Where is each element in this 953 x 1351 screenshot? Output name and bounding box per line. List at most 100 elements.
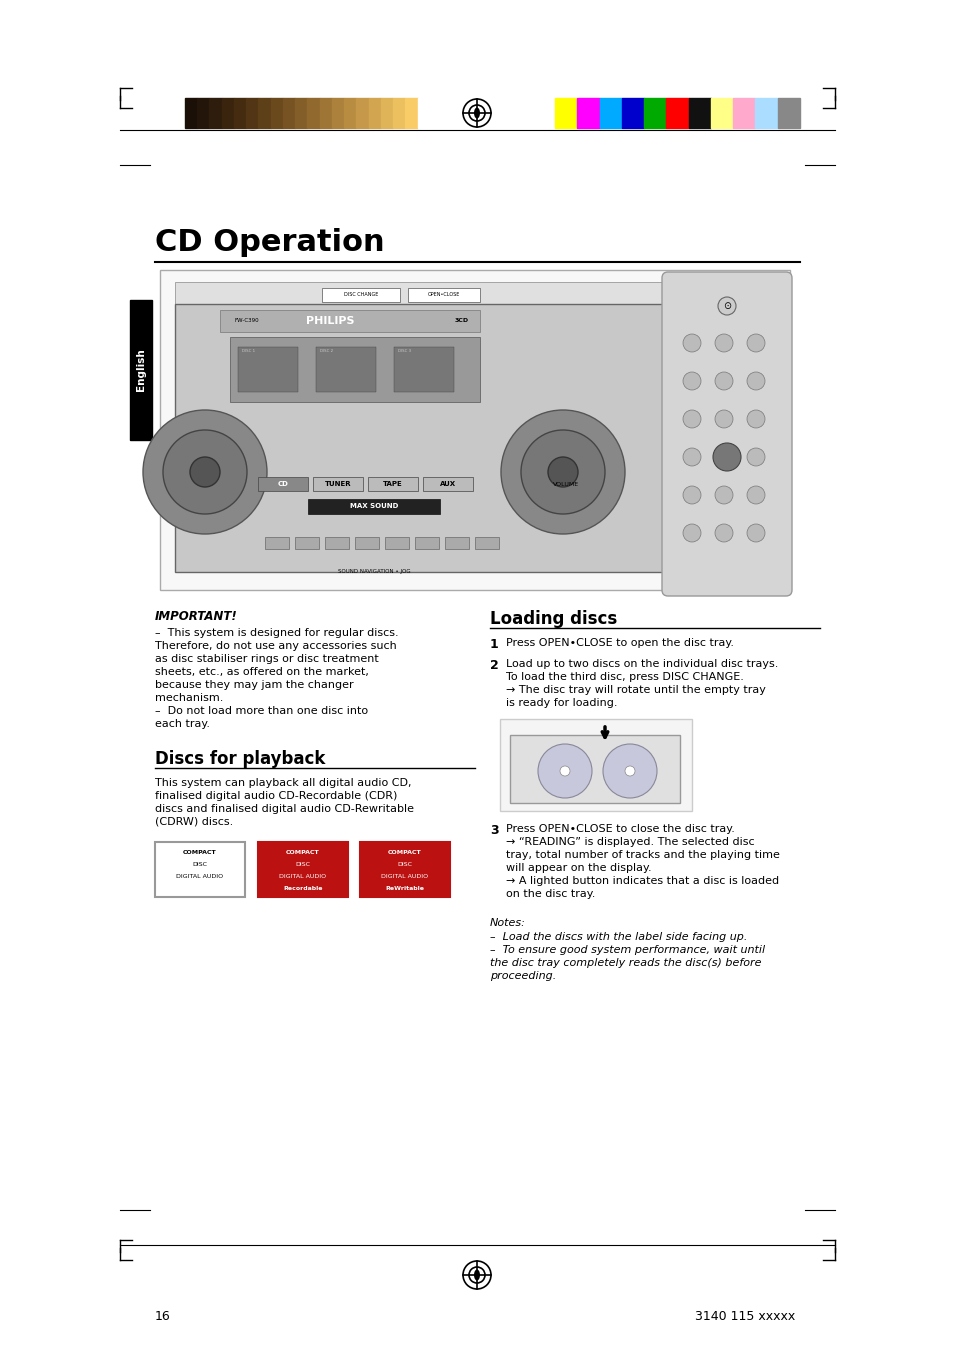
Text: MAX SOUND: MAX SOUND <box>350 503 397 509</box>
Bar <box>355 536 378 549</box>
Text: PHILIPS: PHILIPS <box>305 316 354 326</box>
Text: because they may jam the changer: because they may jam the changer <box>154 680 354 690</box>
Text: Load up to two discs on the individual disc trays.: Load up to two discs on the individual d… <box>505 659 778 669</box>
Text: the disc tray completely reads the disc(s) before: the disc tray completely reads the disc(… <box>490 958 760 969</box>
Circle shape <box>714 334 732 353</box>
Bar <box>322 288 399 303</box>
Circle shape <box>682 372 700 390</box>
Text: English: English <box>136 349 146 392</box>
Circle shape <box>746 486 764 504</box>
Bar <box>185 99 197 128</box>
Circle shape <box>163 430 247 513</box>
Bar <box>308 499 439 513</box>
Text: AUX: AUX <box>439 481 456 486</box>
Text: CD: CD <box>277 481 288 486</box>
Text: sheets, etc., as offered on the market,: sheets, etc., as offered on the market, <box>154 667 369 677</box>
Bar <box>313 477 363 490</box>
Text: → The disc tray will rotate until the empty tray: → The disc tray will rotate until the em… <box>505 685 765 694</box>
Text: 3140 115 xxxxx: 3140 115 xxxxx <box>694 1310 794 1323</box>
Text: ⊙: ⊙ <box>722 301 730 311</box>
Circle shape <box>746 409 764 428</box>
Bar <box>405 99 417 128</box>
Bar <box>257 842 348 897</box>
Text: as disc stabiliser rings or disc treatment: as disc stabiliser rings or disc treatme… <box>154 654 378 663</box>
Circle shape <box>714 524 732 542</box>
Text: Press OPEN•CLOSE to open the disc tray.: Press OPEN•CLOSE to open the disc tray. <box>505 638 733 648</box>
Bar <box>154 842 245 897</box>
Bar <box>422 477 473 490</box>
Bar <box>394 347 454 392</box>
Bar <box>130 300 152 440</box>
Circle shape <box>682 486 700 504</box>
Text: TUNER: TUNER <box>324 481 351 486</box>
Bar <box>271 99 283 128</box>
Text: –  Load the discs with the label side facing up.: – Load the discs with the label side fac… <box>490 932 746 942</box>
Text: Notes:: Notes: <box>490 917 525 928</box>
Bar <box>283 99 294 128</box>
Circle shape <box>714 372 732 390</box>
Text: VOLUME: VOLUME <box>553 481 578 486</box>
Circle shape <box>682 524 700 542</box>
FancyBboxPatch shape <box>661 272 791 596</box>
Text: DIGITAL AUDIO: DIGITAL AUDIO <box>381 874 428 880</box>
Bar <box>315 347 375 392</box>
Bar <box>415 536 438 549</box>
Bar <box>221 99 233 128</box>
Bar <box>246 99 258 128</box>
Circle shape <box>746 334 764 353</box>
Bar <box>174 282 675 304</box>
Text: –  This system is designed for regular discs.: – This system is designed for regular di… <box>154 628 398 638</box>
Bar <box>233 99 246 128</box>
Circle shape <box>143 409 267 534</box>
Bar <box>643 99 665 128</box>
Bar <box>510 735 679 802</box>
Bar <box>688 99 710 128</box>
Text: COMPACT: COMPACT <box>388 850 421 855</box>
Bar <box>325 536 349 549</box>
Circle shape <box>714 486 732 504</box>
Circle shape <box>746 524 764 542</box>
Bar <box>444 536 469 549</box>
Bar <box>417 99 430 128</box>
Circle shape <box>190 457 220 486</box>
Bar <box>257 477 308 490</box>
Text: 3CD: 3CD <box>455 319 469 323</box>
Bar <box>368 477 417 490</box>
Text: 3: 3 <box>490 824 498 838</box>
Text: 16: 16 <box>154 1310 171 1323</box>
Bar <box>359 842 450 897</box>
Text: To load the third disc, press DISC CHANGE.: To load the third disc, press DISC CHANG… <box>505 671 743 682</box>
Bar <box>755 99 777 128</box>
Text: IMPORTANT!: IMPORTANT! <box>154 611 237 623</box>
Bar <box>344 99 356 128</box>
Bar <box>174 304 675 571</box>
Text: DIGITAL AUDIO: DIGITAL AUDIO <box>279 874 326 880</box>
Text: (CDRW) discs.: (CDRW) discs. <box>154 817 233 827</box>
Text: on the disc tray.: on the disc tray. <box>505 889 595 898</box>
Bar <box>258 99 271 128</box>
Text: This system can playback all digital audio CD,: This system can playback all digital aud… <box>154 778 411 788</box>
Circle shape <box>559 766 569 775</box>
Bar <box>598 99 621 128</box>
Circle shape <box>500 409 624 534</box>
Bar <box>621 99 643 128</box>
Bar <box>237 347 297 392</box>
Text: DISC 3: DISC 3 <box>397 349 411 353</box>
Text: OPEN•CLOSE: OPEN•CLOSE <box>427 293 459 297</box>
Bar <box>369 99 380 128</box>
Bar <box>356 99 369 128</box>
Text: DIGITAL AUDIO: DIGITAL AUDIO <box>176 874 223 880</box>
Circle shape <box>520 430 604 513</box>
Bar <box>307 99 319 128</box>
Bar <box>475 536 498 549</box>
Bar <box>733 99 755 128</box>
Text: Therefore, do not use any accessories such: Therefore, do not use any accessories su… <box>154 640 396 651</box>
Bar <box>777 99 800 128</box>
Text: –  Do not load more than one disc into: – Do not load more than one disc into <box>154 707 368 716</box>
Bar <box>499 719 691 811</box>
Text: DISC: DISC <box>193 862 208 867</box>
Bar <box>294 536 318 549</box>
Text: ReWritable: ReWritable <box>385 886 424 892</box>
Circle shape <box>714 409 732 428</box>
Text: finalised digital audio CD-Recordable (CDR): finalised digital audio CD-Recordable (C… <box>154 790 397 801</box>
